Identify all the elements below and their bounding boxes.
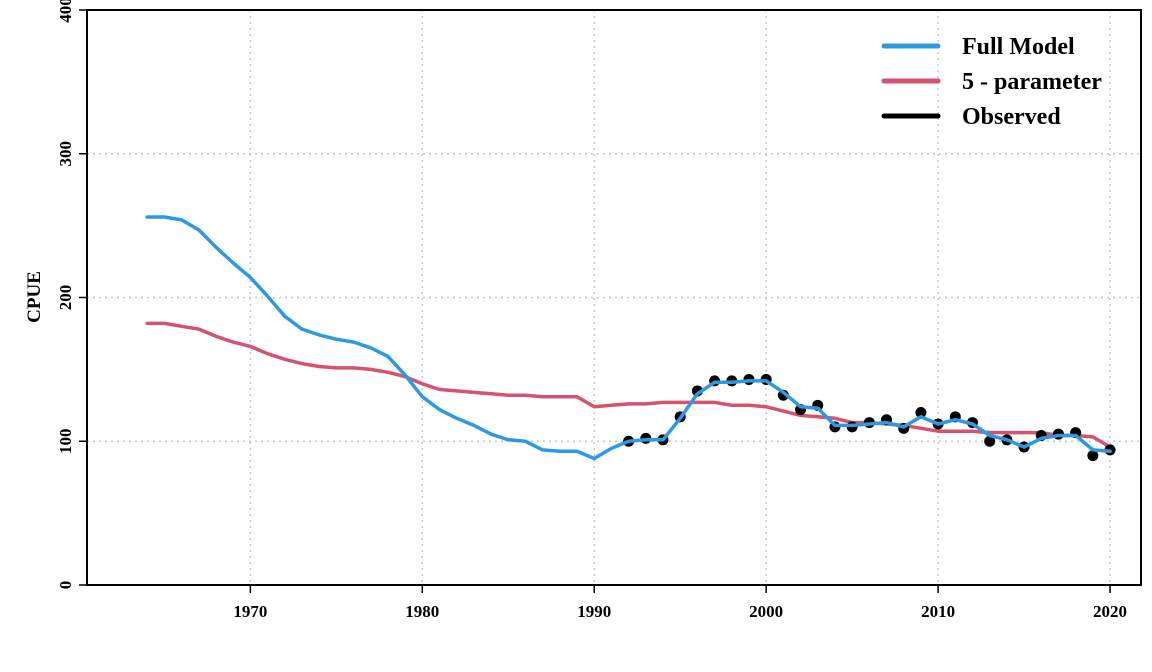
legend-label: 5 - parameter — [962, 69, 1102, 95]
legend-label: Full Model — [962, 34, 1075, 60]
series-layer — [145, 215, 1116, 462]
x-tick-label: 2020 — [1093, 602, 1127, 621]
observed-point — [915, 407, 927, 418]
y-tick-label: 300 — [56, 141, 75, 167]
x-tick-label: 2000 — [749, 602, 783, 621]
axes: 1970 1980 1990 2000 2010 2020 0 100 200 300 400 — [56, 0, 1127, 621]
x-tick-label: 1970 — [233, 602, 267, 621]
legend-item: 5 - parameter — [881, 69, 1102, 95]
x-tick-label: 2010 — [921, 602, 955, 621]
observed-point — [1087, 450, 1099, 462]
y-tick-label: 400 — [56, 0, 75, 23]
x-tick-label: 1990 — [577, 602, 611, 621]
y-axis-title: CPUE — [24, 271, 45, 323]
legend: Full Model 5 - parameter Observed — [881, 34, 1102, 130]
y-tick-label: 100 — [56, 429, 75, 455]
series-observed — [623, 373, 1116, 462]
legend-label: Observed — [962, 104, 1061, 130]
series-line-5-parameter — [145, 321, 1112, 449]
series-line-full-model — [145, 215, 1112, 461]
x-tick-label: 1980 — [405, 602, 439, 621]
legend-item: Observed — [881, 104, 1061, 130]
observed-point — [984, 435, 996, 447]
grid-lines — [87, 9, 1141, 586]
y-tick-label: 0 — [56, 581, 75, 590]
legend-item: Full Model — [881, 34, 1075, 60]
y-tick-label: 200 — [56, 285, 75, 311]
